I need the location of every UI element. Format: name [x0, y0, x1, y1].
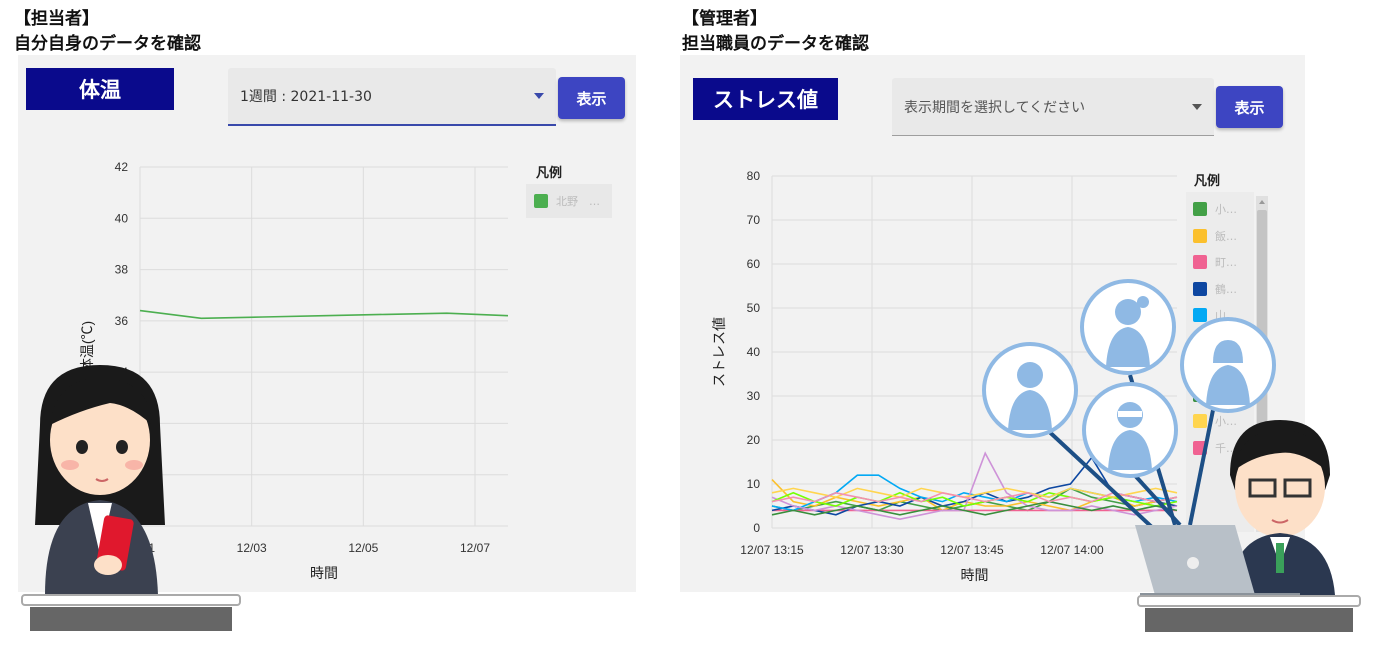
legend-item[interactable]: 町… — [1193, 254, 1237, 270]
y-tick-label: 40 — [747, 345, 761, 359]
scrollbar-thumb[interactable] — [1257, 210, 1267, 450]
x-tick-label: 12/03 — [237, 541, 267, 555]
legend-item[interactable]: 小… — [1193, 201, 1237, 217]
right-show-button[interactable]: 表示 — [1216, 86, 1283, 128]
legend-label: 鶴… — [1215, 282, 1237, 296]
y-tick-label: 50 — [747, 301, 761, 315]
x-tick-label: 12/05 — [348, 541, 378, 555]
y-axis-label: ストレス値 — [711, 317, 727, 387]
x-tick-label: 12/07 13:15 — [740, 543, 804, 557]
legend-swatch — [1193, 255, 1207, 269]
left-show-button[interactable]: 表示 — [558, 77, 625, 119]
legend-swatch — [1193, 308, 1207, 322]
stress-value-chart: 0 10 20 30 40 50 60 70 80 12/07 13:15 12/07 13:30 1… — [711, 169, 1178, 583]
legend-swatch — [534, 194, 548, 208]
y-tick-label: 10 — [747, 477, 761, 491]
legend-label: 飯… — [1215, 229, 1237, 243]
x-axis-label: 時間 — [961, 567, 989, 583]
legend-label: 千… — [1215, 441, 1237, 455]
right-legend-title: 凡例 — [1194, 174, 1221, 189]
y-tick-label: 20 — [747, 433, 761, 447]
x-tick-label: 12/07 13:30 — [840, 543, 904, 557]
legend-label: 小… — [1215, 415, 1237, 428]
right-metric-badge: ストレス値 — [693, 78, 838, 120]
stress-series-line — [771, 451, 1178, 521]
y-tick-label: 40 — [115, 211, 129, 225]
legend-item[interactable]: 北野 … — [534, 193, 600, 209]
y-tick-label: 60 — [747, 257, 761, 271]
period-select-placeholder: 表示期間を選択してください — [904, 99, 1086, 116]
period-select[interactable]: 1週間 : 2021-11-30 — [228, 68, 556, 126]
stress-series-line — [771, 487, 1178, 499]
stress-series-line — [771, 500, 1178, 516]
period-select-empty[interactable]: 表示期間を選択してください — [892, 78, 1214, 136]
legend-swatch — [1193, 228, 1207, 243]
left-heading-role: 【担当者】 — [14, 9, 99, 29]
period-select-value: 1週間 : 2021-11-30 — [240, 89, 372, 105]
stress-series-line — [771, 491, 1178, 507]
legend-item[interactable]: 小… — [1193, 413, 1237, 429]
legend-item[interactable]: 飯… — [1193, 228, 1237, 244]
legend-item[interactable]: 鶴… — [1193, 281, 1237, 297]
user-avatar-icon — [1080, 279, 1176, 375]
y-tick-label: 30 — [747, 389, 761, 403]
y-tick-label: 70 — [747, 213, 761, 227]
y-axis-label: 体温(℃) — [79, 321, 95, 372]
user-avatar-icon — [1082, 382, 1178, 478]
right-heading-role: 【管理者】 — [682, 9, 767, 29]
chevron-down-icon — [534, 93, 544, 99]
y-tick-label: 80 — [747, 169, 761, 183]
legend-swatch — [1193, 281, 1207, 296]
right-heading-desc: 担当職員のデータを確認 — [682, 34, 869, 54]
legend-label: 北野 … — [556, 195, 600, 208]
left-metric-badge: 体温 — [26, 68, 174, 110]
temperature-series-line — [139, 309, 509, 320]
scroll-up-icon[interactable] — [1259, 200, 1265, 204]
x-tick-label: 12/07 14:00 — [1040, 543, 1104, 557]
stress-series-line — [771, 491, 1178, 503]
chevron-down-icon — [1192, 103, 1202, 110]
y-tick-label: 0 — [753, 521, 760, 535]
y-tick-label: 42 — [115, 160, 129, 174]
legend-swatch — [1193, 414, 1207, 428]
user-avatar-icon — [1180, 317, 1276, 413]
x-tick-label: 12/07 — [460, 541, 490, 555]
y-tick-label: 36 — [115, 314, 129, 328]
left-legend-title: 凡例 — [536, 166, 563, 181]
legend-swatch — [1193, 202, 1207, 216]
legend-label: 町… — [1215, 256, 1237, 269]
left-heading-desc: 自分自身のデータを確認 — [14, 34, 201, 54]
x-tick-label: 12/07 13:45 — [940, 543, 1004, 557]
legend-item[interactable]: 千… — [1193, 440, 1237, 456]
y-tick-label: 38 — [115, 263, 129, 277]
user-avatar-icon — [982, 342, 1078, 438]
manager-illustration — [982, 279, 1361, 632]
staff-woman-illustration — [21, 365, 241, 631]
legend-label: 小… — [1215, 203, 1237, 216]
x-axis-label: 時間 — [310, 565, 338, 581]
